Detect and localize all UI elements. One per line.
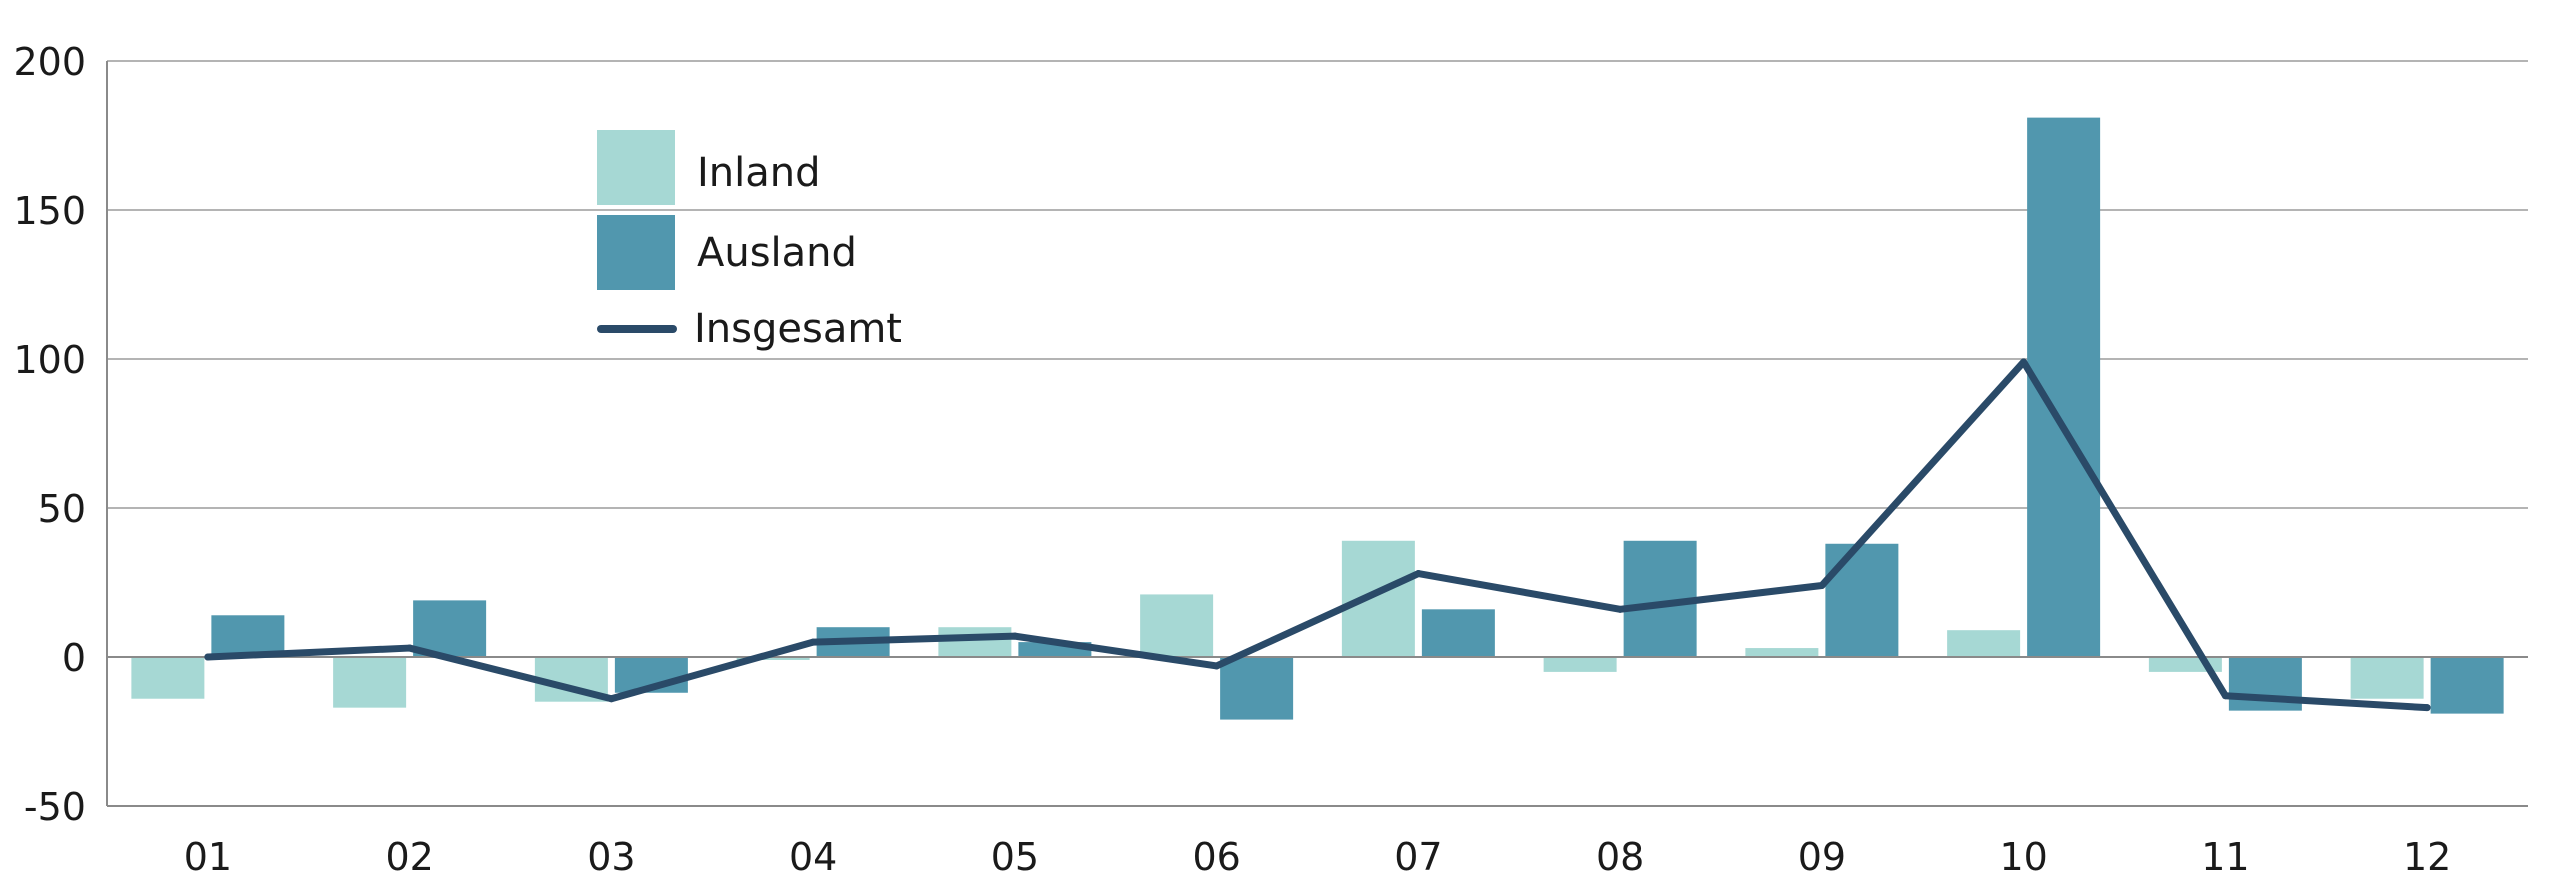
y-tick-label: 50 <box>38 487 86 531</box>
bar-ausland-06 <box>1220 657 1294 720</box>
bar-inland-06 <box>1140 594 1214 657</box>
line-point-02 <box>406 644 414 652</box>
line-point-11 <box>2221 692 2229 700</box>
legend-swatch-ausland <box>597 215 675 290</box>
line-insgesamt <box>204 358 2431 712</box>
bar-inland-07 <box>1341 540 1415 657</box>
y-tick-label: 0 <box>62 636 86 680</box>
x-tick-label: 11 <box>2201 835 2249 879</box>
x-tick-label: 09 <box>1798 835 1846 879</box>
line-point-05 <box>1011 632 1019 640</box>
line-point-03 <box>607 695 615 703</box>
x-tick-label: 10 <box>1999 835 2047 879</box>
line-point-01 <box>204 653 212 661</box>
line-series <box>204 358 2431 712</box>
legend-label-inland: Inland <box>697 150 821 196</box>
bars <box>131 117 2504 720</box>
bar-ausland-09 <box>1825 543 1899 657</box>
x-tick-label: 12 <box>2403 835 2451 879</box>
x-tick-label: 08 <box>1596 835 1644 879</box>
y-tick-label: 100 <box>13 338 86 382</box>
gridlines <box>107 60 2528 807</box>
zero-line <box>106 61 2528 807</box>
bar-inland-12 <box>2350 657 2424 699</box>
bar-inland-01 <box>131 657 205 699</box>
line-point-09 <box>1818 581 1826 589</box>
line-point-08 <box>1616 605 1624 613</box>
bar-ausland-02 <box>413 600 487 657</box>
line-point-12 <box>2423 704 2431 712</box>
y-axis-ticks: 200 150 100 50 0 -50 <box>13 40 86 829</box>
legend-label-ausland: Ausland <box>697 230 857 276</box>
bar-ausland-07 <box>1421 609 1495 657</box>
bar-inland-08 <box>1543 657 1617 672</box>
bar-inland-04 <box>736 657 810 660</box>
x-tick-label: 04 <box>789 835 837 879</box>
bar-inland-10 <box>1947 630 2021 657</box>
x-tick-label: 07 <box>1394 835 1442 879</box>
bar-inland-09 <box>1745 648 1819 657</box>
bar-inland-05 <box>938 627 1012 657</box>
x-tick-label: 06 <box>1192 835 1240 879</box>
x-tick-label: 03 <box>587 835 635 879</box>
legend-swatch-inland <box>597 130 675 205</box>
legend: Inland Ausland Insgesamt <box>597 130 902 352</box>
y-tick-label: -50 <box>24 785 86 829</box>
y-tick-label: 150 <box>13 189 86 233</box>
line-point-07 <box>1414 570 1422 578</box>
legend-label-insgesamt: Insgesamt <box>694 306 902 352</box>
x-tick-label: 02 <box>385 835 433 879</box>
bar-ausland-12 <box>2430 657 2504 714</box>
x-tick-label: 05 <box>991 835 1039 879</box>
x-tick-label: 01 <box>184 835 232 879</box>
bar-inland-02 <box>333 657 407 708</box>
y-tick-label: 200 <box>13 40 86 84</box>
line-point-06 <box>1213 662 1221 670</box>
line-point-10 <box>2020 358 2028 366</box>
line-point-04 <box>809 638 817 646</box>
bar-ausland-01 <box>211 615 285 657</box>
x-axis-ticks: 01 02 03 04 05 06 07 08 09 10 11 12 <box>184 835 2452 879</box>
